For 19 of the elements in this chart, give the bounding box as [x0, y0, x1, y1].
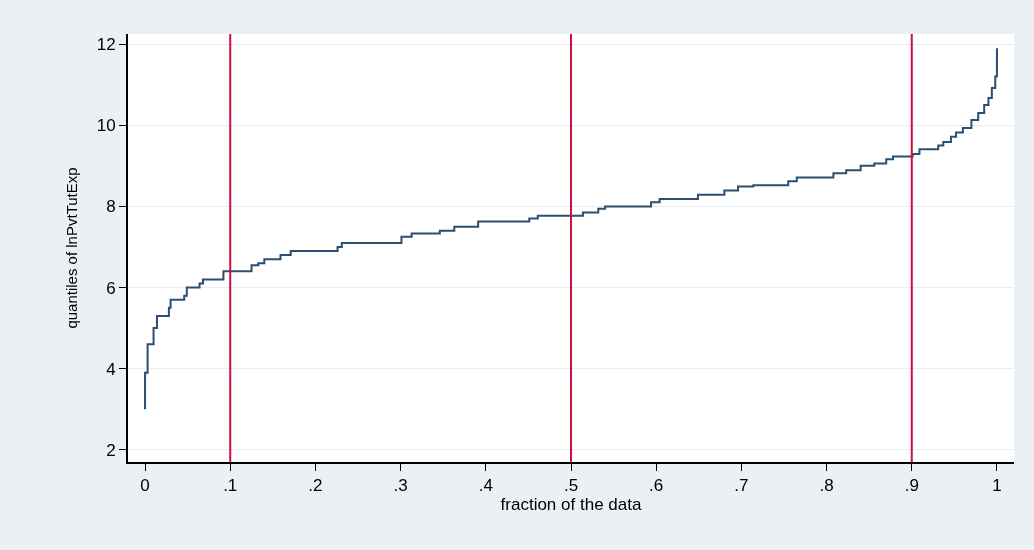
y-tick-label: 6 [106, 278, 116, 298]
y-tick-label: 2 [106, 440, 116, 460]
x-tick-label: .1 [223, 476, 238, 496]
y-tick-label: 8 [106, 197, 116, 217]
x-axis-title: fraction of the data [500, 495, 642, 515]
x-tick-label: 1 [992, 476, 1002, 496]
x-tick-label: .5 [563, 476, 579, 496]
x-tick-label: 0 [140, 476, 150, 496]
x-tick-label: .2 [308, 476, 323, 496]
y-axis-title: quantiles of lnPvtTutExp [63, 167, 81, 329]
x-tick-label: .7 [734, 476, 749, 496]
y-tick-label: 10 [96, 116, 116, 136]
x-tick-label: .3 [393, 476, 408, 496]
x-tick-label: .8 [819, 476, 834, 496]
x-tick-label: .9 [904, 476, 919, 496]
y-tick-label: 12 [96, 35, 116, 55]
x-tick-label: .6 [649, 476, 664, 496]
x-tick-label: .4 [478, 476, 493, 496]
y-tick-label: 4 [106, 359, 116, 379]
